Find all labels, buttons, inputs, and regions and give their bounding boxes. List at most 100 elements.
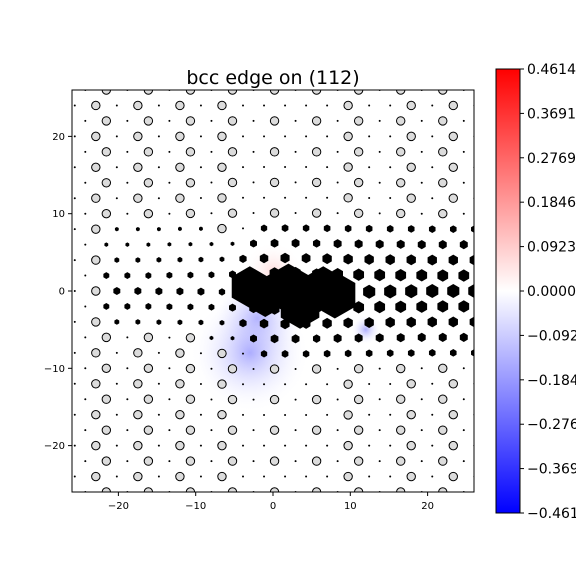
atom-distorted [449,349,457,357]
colorbar-gradient [495,68,521,514]
atom-layer-a [91,379,101,389]
atom-layer-a [353,147,364,157]
atom-layer-a [91,440,101,451]
atom-layer-b [263,135,266,138]
atom-layer-b [368,444,371,447]
atom-distorted [291,238,300,248]
atom-layer-b [126,181,129,184]
atom-layer-b [284,104,287,107]
atom-layer-b [431,135,434,138]
atom-layer-a [269,147,280,157]
atom-layer-a [343,162,353,172]
atom-distorted [145,303,152,310]
atom-layer-a [143,116,154,126]
atom-layer-a [353,364,364,374]
atom-layer-b [210,150,213,153]
atom-distorted [114,319,120,325]
atom-distorted [428,225,436,233]
atom-layer-b [199,196,202,199]
atom-layer-b [168,398,171,401]
atom-layer-b [242,444,245,447]
colorbar-tick-label: −0.276 [527,417,576,433]
atom-layer-b [305,166,308,169]
atom-layer-b [305,444,308,447]
atom-layer-b [368,135,371,138]
atom-layer-a [343,471,353,482]
atom-layer-b [284,444,287,447]
x-tick-label: 20 [421,501,434,512]
atom-layer-a [101,456,112,466]
atom-layer-a [217,131,227,142]
atom-layer-b [168,336,171,339]
atom-layer-b [462,398,465,401]
atom-layer-a [353,425,364,435]
atom-layer-a [269,394,280,405]
y-tick-label: −10 [44,364,65,375]
atom-distorted [124,303,131,310]
atom-layer-b [242,227,245,230]
atom-layer-b [462,460,465,463]
atom-layer-a [175,379,185,389]
atom-distorted [134,287,142,295]
y-tick-label: 0 [59,287,65,298]
atom-layer-b [368,196,371,199]
atom-distorted [229,303,236,312]
atom-layer-a [91,193,101,203]
colorbar-tick-label: 0.0923 [527,240,576,256]
atom-layer-b [210,460,213,463]
atom-layer-a [143,394,154,404]
atom-layer-a [175,162,185,173]
atom-layer-a [311,394,322,405]
atom-layer-b [73,166,76,169]
atom-distorted [176,287,184,296]
atom-layer-a [91,348,101,358]
atom-distorted [407,225,415,233]
atom-layer-b [336,212,339,215]
atom-layer-b [168,367,171,370]
atom-distorted [354,239,363,249]
atom-layer-b [115,135,118,138]
atom-distorted [156,319,162,325]
atom-layer-b [252,398,255,401]
atom-distorted [322,317,332,329]
atom-layer-b [84,429,87,432]
atom-distorted [198,256,204,263]
atom-layer-a [101,425,112,435]
atom-distorted [374,300,386,314]
atom-distorted [427,316,437,328]
atom-layer-b [336,367,339,370]
atom-distorted [187,271,194,279]
atom-distorted [406,254,416,266]
colorbar-tick-label: 0.4614 [527,62,576,78]
atom-layer-b [336,181,339,184]
atom-layer-b [263,383,266,386]
atom-layer-a [448,131,458,142]
atom-distorted [353,268,365,281]
atom-distorted [281,350,289,358]
atom-layer-a [406,100,416,111]
atom-layer-b [305,383,308,386]
atom-layer-a [217,223,227,234]
atom-layer-a [227,208,238,218]
atom-layer-b [199,383,202,386]
atom-layer-a [133,379,143,389]
atom-layer-a [438,147,448,157]
atom-distorted [343,253,353,265]
atom-layer-b [210,367,213,370]
atom-layer-b [157,351,160,354]
atom-layer-b [284,196,287,199]
atom-layer-b [84,181,87,184]
atom-distorted [458,269,470,282]
atom-layer-a [311,456,322,466]
atom-distorted [208,303,215,311]
atom-layer-b [157,197,160,200]
atom-layer-b [199,413,202,416]
atom-layer-a [396,425,406,435]
atom-layer-b [336,429,339,432]
atom-layer-a [143,456,154,466]
atom-layer-b [210,181,213,184]
atom-layer-a [227,116,238,126]
atom-layer-a [227,147,238,157]
atom-layer-a [185,333,196,343]
x-tick-label: 10 [344,501,357,512]
